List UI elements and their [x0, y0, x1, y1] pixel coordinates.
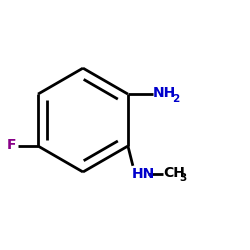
Text: NH: NH — [153, 86, 176, 100]
Text: 3: 3 — [179, 174, 186, 184]
Text: CH: CH — [163, 166, 185, 180]
Text: HN: HN — [132, 168, 155, 181]
Text: 2: 2 — [172, 94, 180, 104]
Text: F: F — [6, 138, 16, 152]
